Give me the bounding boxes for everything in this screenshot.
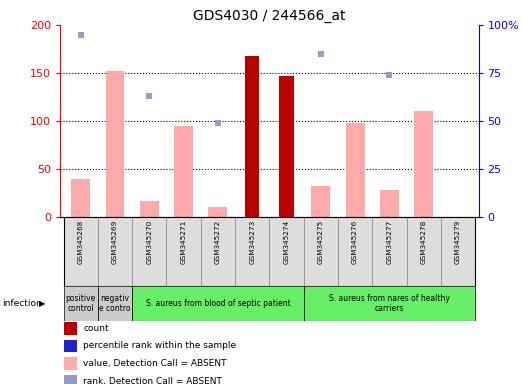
Bar: [406, 217, 441, 286]
Bar: [71, 179, 90, 217]
Bar: [132, 286, 304, 321]
Bar: [235, 217, 269, 286]
Bar: [132, 217, 166, 286]
Text: value, Detection Call = ABSENT: value, Detection Call = ABSENT: [83, 359, 226, 368]
Text: GSM345272: GSM345272: [215, 220, 221, 264]
Text: ▶: ▶: [39, 299, 46, 308]
Text: percentile rank within the sample: percentile rank within the sample: [83, 341, 236, 351]
Bar: [414, 111, 433, 217]
Bar: [64, 375, 77, 384]
Bar: [209, 207, 228, 217]
Text: GSM345274: GSM345274: [283, 220, 290, 264]
Bar: [106, 71, 124, 217]
Text: GSM345277: GSM345277: [386, 220, 392, 264]
Text: GSM345270: GSM345270: [146, 220, 152, 264]
Bar: [380, 190, 399, 217]
Bar: [174, 126, 193, 217]
Point: [76, 31, 85, 38]
Text: negativ
e contro: negativ e contro: [99, 294, 131, 313]
Bar: [98, 286, 132, 321]
Bar: [279, 76, 293, 217]
Point: [214, 120, 222, 126]
Text: GSM345279: GSM345279: [455, 220, 461, 264]
Text: S. aureus from blood of septic patient: S. aureus from blood of septic patient: [145, 299, 290, 308]
Bar: [64, 358, 77, 370]
Bar: [166, 217, 201, 286]
Bar: [304, 286, 475, 321]
Bar: [64, 286, 98, 321]
Point: [385, 72, 394, 78]
Bar: [338, 217, 372, 286]
Bar: [372, 217, 406, 286]
Text: rank, Detection Call = ABSENT: rank, Detection Call = ABSENT: [83, 377, 222, 384]
Point: [145, 93, 153, 99]
Bar: [304, 217, 338, 286]
Bar: [311, 186, 330, 217]
Bar: [441, 217, 475, 286]
Text: GSM345271: GSM345271: [180, 220, 187, 264]
Title: GDS4030 / 244566_at: GDS4030 / 244566_at: [193, 8, 346, 23]
Bar: [98, 217, 132, 286]
Text: GSM345278: GSM345278: [420, 220, 427, 264]
Text: GSM345273: GSM345273: [249, 220, 255, 264]
Bar: [64, 217, 98, 286]
Bar: [64, 340, 77, 353]
Bar: [346, 123, 365, 217]
Text: positive
control: positive control: [65, 294, 96, 313]
Bar: [245, 56, 259, 217]
Text: S. aureus from nares of healthy
carriers: S. aureus from nares of healthy carriers: [329, 294, 450, 313]
Text: GSM345269: GSM345269: [112, 220, 118, 264]
Text: GSM345276: GSM345276: [352, 220, 358, 264]
Bar: [201, 217, 235, 286]
Text: GSM345268: GSM345268: [78, 220, 84, 264]
Bar: [140, 201, 159, 217]
Text: count: count: [83, 324, 109, 333]
Text: GSM345275: GSM345275: [318, 220, 324, 264]
Bar: [64, 322, 77, 334]
Bar: [269, 217, 304, 286]
Text: infection: infection: [3, 299, 42, 308]
Point: [316, 51, 325, 57]
